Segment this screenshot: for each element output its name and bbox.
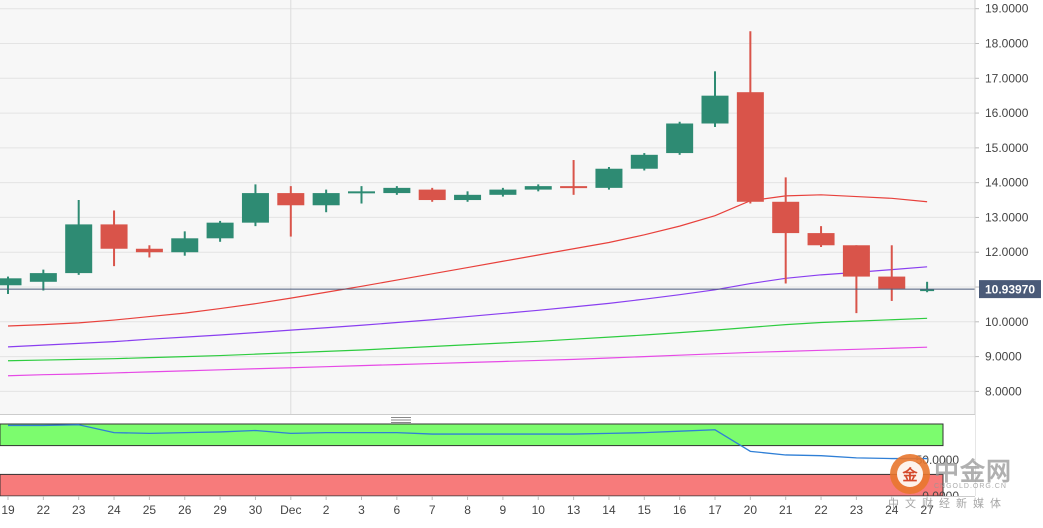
x-tick-label: 22 [814,503,828,517]
moving-average-line [7,266,928,348]
oscillator-line [8,424,928,460]
x-tick-label: 15 [638,503,652,517]
y-tick-label: 9.0000 [985,350,1022,364]
x-tick-label: 16 [673,503,687,517]
y-tick-label: 16.0000 [985,106,1029,120]
oscillator-zone [0,473,944,497]
x-tick-label: 19 [1,503,15,517]
x-tick-label: 29 [213,503,227,517]
x-tick-label: 17 [708,503,722,517]
x-tick-label: 23 [72,503,86,517]
y-tick-label: 19.0000 [985,2,1029,16]
candle-body [135,248,163,253]
x-tick-label: 7 [429,503,436,517]
candle-body [312,193,340,206]
candle-body [878,276,906,289]
candle-body [0,278,22,286]
watermark-tagline: 中文财经新媒体 [888,497,1007,510]
candle-body [630,154,658,169]
x-tick-label: 14 [602,503,616,517]
watermark-title: 中金网 [934,457,1013,486]
candle-body [842,245,870,277]
candle-body [65,224,93,274]
moving-average-line [7,346,928,377]
candle-body [920,289,935,292]
candle-body [454,194,482,201]
x-tick-label: 9 [500,503,507,517]
pane-divider [0,414,975,424]
current-price-label: 10.93970 [985,283,1035,297]
candle-body [383,187,411,194]
candle-body [595,168,623,188]
candle-body [736,92,764,202]
x-tick-label: 2 [323,503,330,517]
x-tick-label: 13 [567,503,581,517]
y-tick-label: 17.0000 [985,71,1029,85]
x-axis-band [0,496,1043,523]
x-tick-label: 24 [107,503,121,517]
candle-body [277,193,305,206]
candle-body [29,273,57,282]
candle-body [100,224,128,249]
candle-body [772,201,800,234]
watermark-subtitle: CNGOLD.ORG.CN [934,483,1007,490]
x-tick-label: 6 [394,503,401,517]
y-tick-label: 12.0000 [985,245,1029,259]
y-tick-label: 18.0000 [985,36,1029,50]
x-tick-label: 26 [178,503,192,517]
x-tick-label: Dec [280,503,301,517]
y-tick-label: 13.0000 [985,210,1029,224]
watermark-logo-icon: 金 [890,454,930,494]
candle-body [807,233,835,246]
candle-body [241,193,269,223]
current-price-badge [979,280,1041,299]
x-tick-label: 27 [920,503,934,517]
y-tick-label: 14.0000 [985,176,1029,190]
x-tick-label: 3 [358,503,365,517]
candle-body [171,238,199,253]
y-tick-label: 10.0000 [985,315,1029,329]
candle-body [418,189,446,201]
oscillator-zone [0,423,944,447]
y-tick-label: 15.0000 [985,141,1029,155]
candle-body [489,189,517,195]
watermark: 金 中金网 CNGOLD.ORG.CN 中文财经新媒体 [886,450,1036,516]
candle-body [666,123,694,154]
candle-body [701,95,729,124]
x-tick-label: 20 [744,503,758,517]
moving-average-line [7,317,928,362]
main-plot-background [0,0,975,414]
x-tick-label: 21 [779,503,793,517]
candle-body [524,186,552,190]
x-tick-label: 10 [532,503,546,517]
watermark-logo-glyph: 金 [901,466,918,484]
x-tick-label: 25 [143,503,157,517]
x-tick-label: 8 [464,503,471,517]
candle-body [560,186,588,189]
x-tick-label: 30 [249,503,263,517]
x-tick-label: 24 [885,503,899,517]
candle-body [348,191,375,194]
x-tick-label: 22 [37,503,51,517]
y-tick-label: 8.0000 [985,384,1022,398]
x-tick-label: 23 [850,503,864,517]
moving-average-line [7,194,928,327]
candle-body [206,222,234,239]
